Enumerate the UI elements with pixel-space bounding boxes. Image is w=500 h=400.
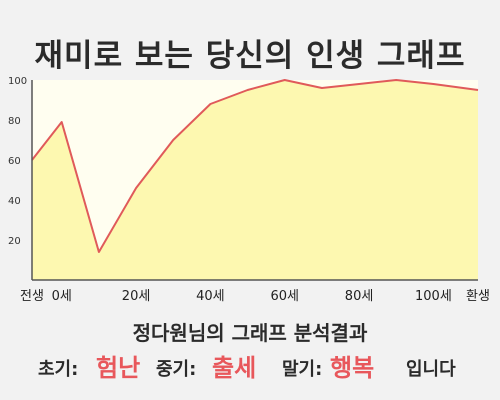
late-value: 행복: [330, 354, 375, 382]
summary-line: 초기: 험난 중기: 출세 말기: 행복 입니다: [0, 348, 500, 382]
x-tick-label: 40세: [196, 289, 225, 304]
middle-value: 출세: [212, 354, 257, 382]
x-tick-label: 100세: [415, 289, 452, 304]
chart-title: 재미로 보는 당신의 인생 그래프: [34, 38, 466, 74]
early-value: 험난: [96, 354, 141, 382]
summary-heading: 정다원님의 그래프 분석결과: [132, 321, 368, 345]
x-tick-label: 20세: [122, 289, 151, 304]
y-tick-label: 40: [8, 196, 21, 207]
x-axis-ticks: 전생 0세 20세 40세 60세 80세 100세 환생: [20, 289, 490, 304]
y-tick-label: 100: [8, 76, 27, 87]
x-tick-label: 60세: [270, 289, 299, 304]
x-tick-label: 환생: [466, 289, 490, 304]
y-tick-label: 80: [8, 116, 21, 127]
x-tick-label: 0세: [52, 289, 72, 304]
x-tick-label: 전생: [20, 289, 44, 304]
y-axis-ticks: 20 40 60 80 100: [8, 76, 27, 247]
area-fill: [32, 80, 478, 280]
late-label: 말기:: [282, 359, 323, 380]
summary-ending: 입니다: [406, 359, 456, 380]
y-tick-label: 60: [8, 156, 21, 167]
x-tick-label: 80세: [345, 289, 374, 304]
early-label: 초기:: [38, 359, 79, 380]
y-tick-label: 20: [8, 236, 21, 247]
middle-label: 중기:: [156, 359, 197, 380]
